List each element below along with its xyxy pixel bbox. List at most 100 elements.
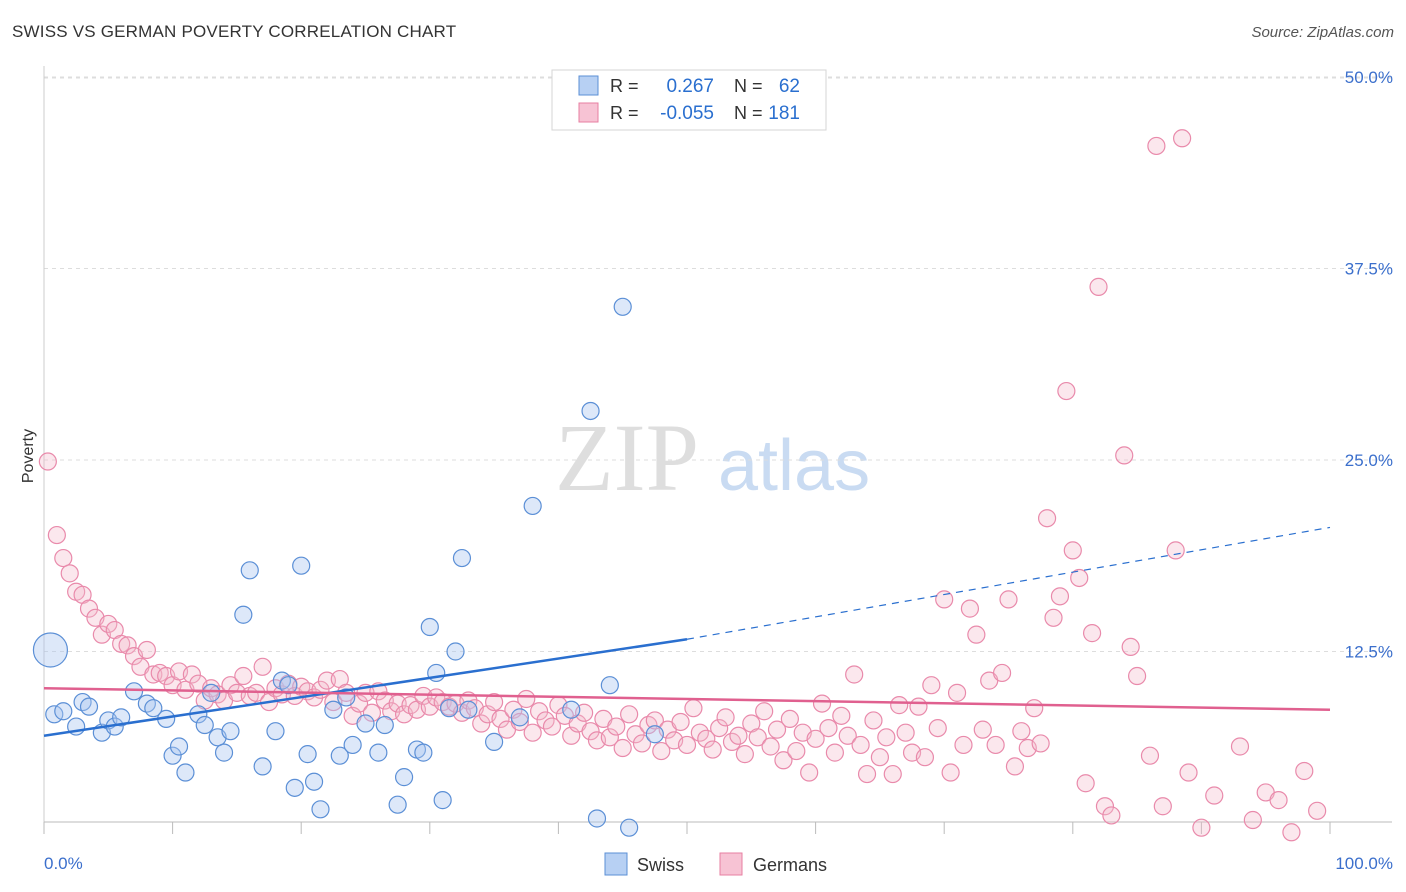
swiss-point [523, 496, 542, 516]
germans-point [607, 717, 626, 736]
germans-point [1173, 129, 1192, 148]
germans-point [47, 525, 66, 545]
germans-point [716, 708, 735, 727]
germans-point [600, 728, 619, 747]
germans-point [1076, 774, 1095, 793]
swiss-point [292, 556, 311, 575]
swiss-point [214, 743, 234, 762]
legend-swiss-n-value: 62 [779, 76, 800, 97]
germans-point [1295, 761, 1314, 781]
germans-point [806, 729, 825, 748]
x-tick-label-min: 0.0% [44, 854, 83, 873]
germans-point [883, 764, 902, 784]
swiss-point [369, 743, 388, 762]
germans-point [472, 714, 491, 733]
germans-point [639, 715, 658, 735]
swiss-point [137, 694, 156, 713]
germans-point [1005, 757, 1025, 776]
swiss-point [221, 722, 240, 741]
germans-point [780, 709, 799, 729]
swiss-point [311, 800, 330, 819]
germans-point [1031, 734, 1050, 753]
watermark: ZIP atlas [555, 404, 870, 511]
legend-germans-r-label: R = [610, 103, 639, 123]
germans-point [1115, 446, 1134, 465]
swiss-point [394, 768, 414, 787]
swiss-point [266, 722, 285, 741]
germans-point [703, 740, 722, 759]
swiss-point [124, 682, 144, 701]
swiss-point [433, 791, 452, 810]
swiss-point [375, 715, 394, 735]
germans-point [427, 688, 446, 707]
germans-point [1050, 587, 1070, 606]
germans-point [542, 717, 562, 736]
germans-point [1179, 763, 1198, 782]
swiss-point [285, 778, 304, 797]
germans-point [112, 634, 131, 653]
swiss-point [32, 632, 69, 668]
swiss-point [73, 692, 92, 712]
germans-point [697, 729, 716, 748]
germans-point [857, 764, 877, 784]
source-label: Source: ZipAtlas.com [1251, 24, 1394, 41]
germans-point [870, 748, 890, 767]
swiss-point [485, 732, 504, 751]
swiss-point [202, 683, 221, 702]
germans-point [491, 709, 510, 729]
germans-point [1140, 746, 1160, 765]
germans-point [362, 703, 382, 722]
germans-point [530, 702, 549, 721]
legend-swatch-swiss [578, 75, 599, 96]
germans-trend-line [43, 687, 1331, 711]
germans-point [38, 452, 57, 471]
germans-point [182, 665, 201, 684]
germans-point [234, 666, 253, 686]
germans-point [54, 548, 73, 568]
germans-point [1063, 541, 1082, 560]
bottom-legend-germans: Germans [753, 855, 827, 875]
germans-point [1243, 810, 1262, 830]
swiss-point [439, 699, 459, 718]
swiss-point [356, 714, 375, 733]
swiss-point [414, 743, 433, 762]
germans-point [620, 705, 639, 724]
germans-point [517, 689, 536, 709]
germans-point [774, 751, 793, 770]
germans-point [1147, 136, 1166, 156]
germans-point [864, 711, 883, 730]
swiss-point [343, 735, 362, 755]
germans-point [812, 694, 832, 713]
germans-point [877, 728, 896, 747]
swiss-point [112, 708, 131, 727]
germans-point [1070, 568, 1089, 588]
swiss-point [600, 676, 619, 695]
germans-point [684, 699, 703, 718]
x-tick-label-max: 100.0% [1335, 854, 1393, 873]
germans-point [922, 676, 941, 695]
watermark-zip: ZIP [555, 404, 699, 511]
germans-point [1012, 722, 1031, 741]
bottom-legend-swiss: Swiss [637, 855, 684, 875]
swiss-point [79, 697, 99, 716]
germans-point [767, 720, 787, 739]
swiss-point [176, 763, 195, 782]
germans-point [851, 735, 870, 755]
germans-point [992, 663, 1012, 683]
swiss-point [272, 671, 292, 690]
germans-point [755, 702, 774, 721]
legend-swatch-germans [578, 102, 599, 123]
germans-point [845, 665, 864, 684]
germans-point [973, 720, 992, 739]
germans-point [1121, 637, 1140, 657]
germans-point [999, 590, 1018, 609]
swiss-point [587, 809, 607, 828]
swiss-point [330, 746, 349, 765]
swiss-point [581, 401, 600, 421]
germans-point [819, 718, 838, 738]
germans-point [935, 590, 954, 609]
swiss-series [32, 297, 664, 837]
y-tick-label: 25.0% [1345, 451, 1393, 470]
legend-swiss-r-value: 0.267 [666, 76, 714, 97]
swiss-point [195, 715, 214, 735]
